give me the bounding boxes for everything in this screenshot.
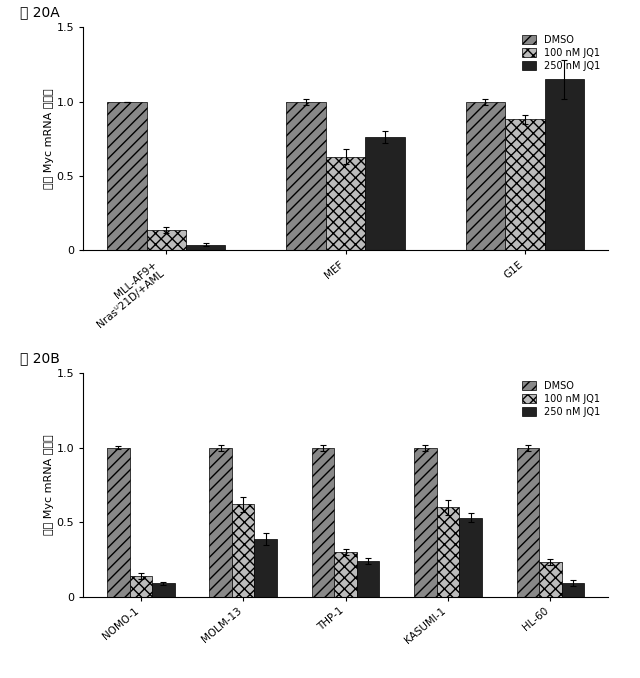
Bar [539, 562, 562, 597]
Bar [545, 79, 584, 250]
Bar [287, 102, 326, 250]
Bar [414, 447, 436, 597]
Bar [466, 102, 505, 250]
Y-axis label: 相対 Myc mRNA レベル: 相対 Myc mRNA レベル [44, 435, 54, 536]
Legend: DMSO, 100 nM JQ1, 250 nM JQ1: DMSO, 100 nM JQ1, 250 nM JQ1 [518, 32, 603, 74]
Bar [516, 447, 539, 597]
Bar [232, 504, 255, 597]
Bar [152, 583, 175, 597]
Text: 図 20A: 図 20A [20, 5, 60, 19]
Bar [255, 538, 277, 597]
Bar [460, 518, 482, 597]
Bar [312, 447, 334, 597]
Bar [436, 507, 460, 597]
Bar [129, 576, 152, 597]
Legend: DMSO, 100 nM JQ1, 250 nM JQ1: DMSO, 100 nM JQ1, 250 nM JQ1 [518, 378, 603, 420]
Bar [147, 230, 186, 250]
Bar [186, 245, 225, 250]
Bar [209, 447, 232, 597]
Bar [562, 583, 584, 597]
Bar [505, 119, 545, 250]
Bar [334, 552, 357, 597]
Bar [357, 561, 380, 597]
Bar [326, 157, 365, 250]
Bar [107, 447, 129, 597]
Bar [107, 102, 147, 250]
Y-axis label: 相対 Myc mRNA レベル: 相対 Myc mRNA レベル [44, 88, 54, 189]
Text: 図 20B: 図 20B [20, 351, 60, 365]
Bar [365, 138, 404, 250]
